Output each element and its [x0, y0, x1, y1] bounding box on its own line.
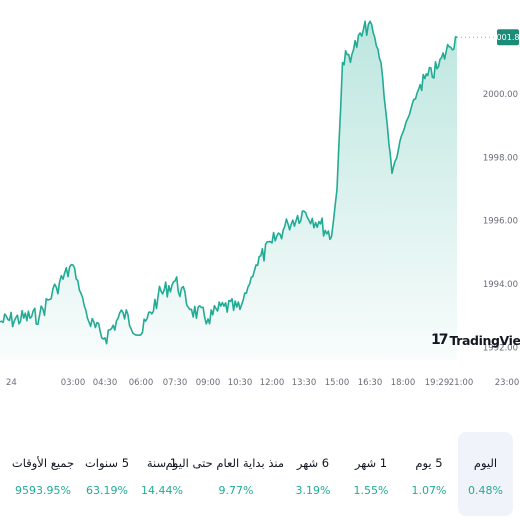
- period-label: 5 يوم: [415, 456, 443, 470]
- x-tick-label: 12:00: [260, 378, 285, 388]
- x-tick-label: 09:00: [196, 378, 221, 388]
- period-tab-all[interactable]: جميع الأوقات 9593.95%: [8, 432, 78, 516]
- period-change: 14.44%: [141, 484, 183, 497]
- period-label: 6 شهر: [296, 456, 330, 470]
- period-label: اليوم: [473, 456, 498, 470]
- x-tick-label: 03:00: [61, 378, 86, 388]
- period-label: 5 سنوات: [84, 456, 130, 470]
- price-chart[interactable]: 2000.00 1998.00 1996.00 1994.00 1992.00 2001.…: [0, 0, 520, 395]
- period-change: 9.77%: [218, 484, 254, 497]
- x-tick-label: 16:30: [358, 378, 383, 388]
- period-tab-1m[interactable]: 1 شهر 1.55%: [342, 432, 400, 516]
- period-label: 1 شهر: [354, 456, 388, 470]
- current-price-tag: [497, 29, 519, 46]
- period-change: 3.19%: [295, 484, 331, 497]
- period-change: 1.55%: [353, 484, 389, 497]
- y-tick-label: 1998.00: [483, 153, 518, 163]
- period-change: 63.19%: [86, 484, 128, 497]
- x-tick-label: 15:00: [325, 378, 350, 388]
- tradingview-logo[interactable]: 17 TradingView: [431, 332, 520, 348]
- tradingview-logo-text: TradingView: [449, 332, 520, 348]
- current-price-label: 2001.80: [491, 33, 520, 42]
- x-tick-label: 24: [6, 378, 17, 388]
- x-tick-label: 07:30: [163, 378, 188, 388]
- period-change: 9593.95%: [15, 484, 71, 497]
- period-label: جميع الأوقات: [11, 456, 75, 470]
- period-tab-6m[interactable]: 6 شهر 3.19%: [284, 432, 342, 516]
- period-tab-1d[interactable]: اليوم 0.48%: [458, 432, 513, 516]
- chart-canvas[interactable]: 2000.00 1998.00 1996.00 1994.00 1992.00 2001.…: [0, 0, 520, 395]
- x-tick-label: 21:00: [449, 378, 474, 388]
- period-tab-5y[interactable]: 5 سنوات 63.19%: [78, 432, 136, 516]
- period-change: 0.48%: [468, 484, 503, 497]
- x-tick-label: 04:30: [93, 378, 118, 388]
- period-change: 1.07%: [411, 484, 447, 497]
- x-tick-label: 06:00: [129, 378, 154, 388]
- x-tick-label: 13:30: [292, 378, 317, 388]
- period-label: 1 سنة: [146, 456, 178, 470]
- y-tick-label: 1992.00: [483, 343, 518, 353]
- x-tick-label: 19:29: [425, 378, 450, 388]
- tradingview-logo-icon: 17: [431, 332, 449, 348]
- y-tick-label: 1994.00: [483, 280, 518, 290]
- x-tick-label: 18:00: [391, 378, 416, 388]
- period-tab-1y[interactable]: 1 سنة 14.44%: [136, 432, 188, 516]
- x-tick-label: 10:30: [228, 378, 253, 388]
- period-tab-5d[interactable]: 5 يوم 1.07%: [400, 432, 458, 516]
- y-tick-label: 2000.00: [483, 90, 518, 100]
- price-area-fill: [0, 21, 457, 361]
- period-tab-ytd[interactable]: منذ بداية العام حتى اليوم 9.77%: [165, 432, 284, 516]
- y-tick-label: 1996.00: [483, 217, 518, 227]
- price-line: [0, 20, 458, 345]
- period-performance-tabs: اليوم 0.48% 5 يوم 1.07% 1 شهر 1.55% 6 شه…: [0, 432, 520, 518]
- period-label: منذ بداية العام حتى اليوم: [165, 456, 284, 470]
- x-tick-label: 23:00: [495, 378, 520, 388]
